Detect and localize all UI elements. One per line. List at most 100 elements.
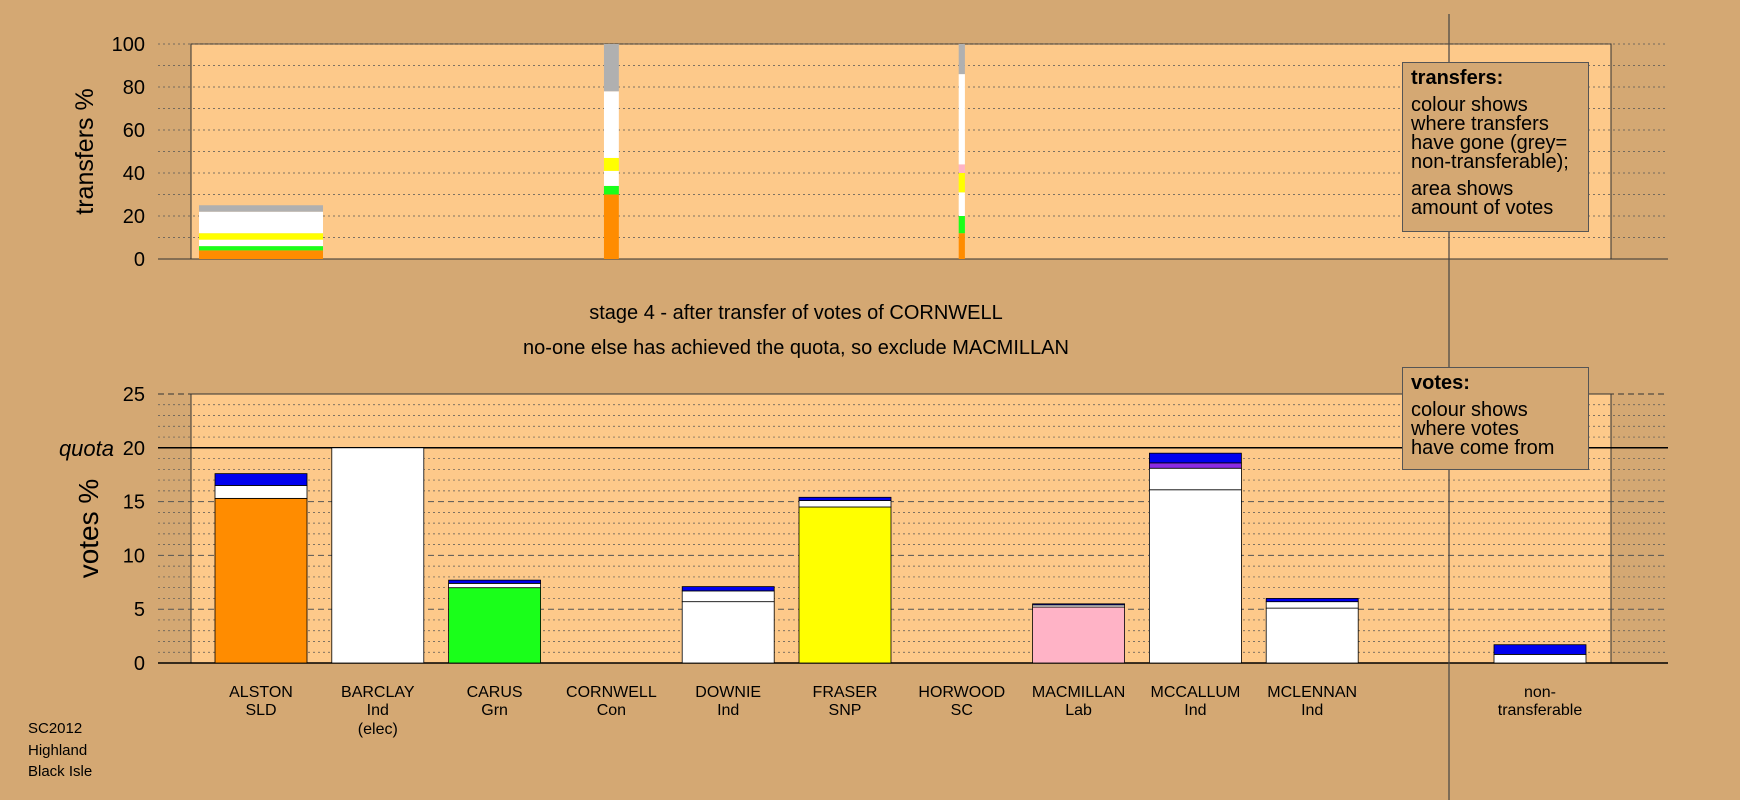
votes-tick-label: 20	[123, 438, 145, 460]
transfer-segment-pink	[958, 164, 965, 173]
vote-segment-white	[1265, 601, 1359, 609]
vote-segment-blue	[1265, 598, 1359, 603]
exclude-text: no-one else has achieved the quota, so e…	[523, 337, 1069, 359]
candidate-name-label: MCCALLUM	[1151, 684, 1241, 701]
transfers-tick-label: 100	[112, 34, 145, 56]
footer-election: SC2012	[28, 720, 83, 737]
candidate-name-label: FRASER	[813, 684, 878, 701]
candidate-party-label: transferable	[1498, 702, 1583, 719]
transfers-legend-line: have gone (grey=	[1411, 132, 1568, 154]
candidate-party-label: Ind	[1301, 702, 1323, 719]
vote-segment-white	[798, 500, 892, 508]
vote-segment-white	[331, 447, 425, 664]
vote-segment-orange	[214, 497, 308, 664]
candidate-name-label: CARUS	[467, 684, 523, 701]
transfers-tick-label: 60	[123, 120, 145, 142]
transfers-tick-label: 0	[134, 249, 145, 271]
votes-legend-title: votes:	[1411, 372, 1470, 394]
candidate-name-label: BARCLAY	[341, 684, 415, 701]
transfer-segment-yellow	[603, 157, 619, 171]
transfer-segment-orange	[199, 250, 323, 259]
votes-legend: votes: colour shows where votes have com…	[1402, 367, 1589, 470]
candidate-party-label: Con	[597, 702, 626, 719]
transfers-legend-line: non-transferable);	[1411, 151, 1569, 173]
transfer-segment-orange	[603, 194, 619, 259]
votes-tick-label: 5	[134, 599, 145, 621]
vote-segment-white	[1149, 467, 1242, 491]
transfers-legend-line: colour shows	[1411, 94, 1528, 116]
footer-info: SC2012 Highland Black Isle	[28, 718, 92, 783]
vote-segment-white	[1149, 489, 1242, 664]
vote-segment-white	[681, 590, 775, 603]
votes-legend-line: colour shows	[1411, 399, 1528, 421]
vote-segment-white	[1265, 607, 1359, 664]
candidate-party-label: Ind	[367, 702, 389, 719]
transfers-tick-label: 80	[123, 77, 145, 99]
transfers-tick-label: 20	[123, 206, 145, 228]
transfer-segment-white	[603, 170, 619, 186]
candidate-name-label: HORWOOD	[918, 684, 1005, 701]
transfers-legend: transfers: colour shows where transfers …	[1402, 62, 1589, 232]
transfer-segment-white	[603, 91, 619, 158]
footer-council: Highland	[28, 741, 88, 759]
vote-segment-blue	[681, 586, 775, 592]
candidate-name-label: CORNWELL	[566, 684, 657, 701]
vote-segment-yellow	[798, 506, 892, 664]
votes-legend-line: have come from	[1411, 437, 1555, 459]
votes-tick-label: 15	[123, 492, 145, 514]
candidate-party-label: Ind	[717, 702, 739, 719]
stage-text: stage 4 - after transfer of votes of COR…	[589, 302, 1003, 324]
votes-axis-label: votes %	[73, 479, 104, 579]
transfer-segment-white	[199, 239, 323, 247]
candidate-party-label: Grn	[481, 702, 508, 719]
candidate-name-label: MCLENNAN	[1267, 684, 1357, 701]
transfer-segment-yellow	[958, 173, 965, 193]
transfers-legend-title: transfers:	[1411, 67, 1504, 89]
transfers-legend-line: where transfers	[1411, 113, 1549, 135]
candidate-party-label: SLD	[245, 702, 276, 719]
transfers-legend-line: area shows	[1411, 178, 1514, 200]
vote-segment-purple	[1149, 462, 1242, 469]
vote-segment-blue	[448, 579, 542, 584]
candidate-party-label: SC	[951, 702, 973, 719]
candidate-name-label: ALSTON	[229, 684, 293, 701]
votes-tick-label: 25	[123, 384, 145, 406]
candidate-extra-label: (elec)	[358, 721, 398, 738]
transfer-segment-white	[958, 192, 965, 216]
vote-segment-blue	[798, 496, 892, 501]
transfer-segment-green	[603, 185, 619, 195]
vote-segment-white	[1493, 653, 1587, 664]
quota-label: quota	[59, 436, 114, 461]
transfer-segment-green	[199, 246, 323, 251]
transfers-tick-label: 40	[123, 163, 145, 185]
transfer-segment-white	[958, 74, 965, 165]
candidate-party-label: Lab	[1065, 702, 1092, 719]
vote-segment-blue	[1493, 644, 1587, 655]
transfer-segment-orange	[958, 233, 965, 259]
transfer-segment-green	[958, 216, 965, 234]
transfer-segment-grey	[603, 44, 619, 92]
vote-segment-white	[448, 582, 542, 589]
vote-segment-white	[214, 485, 308, 499]
votes-plot-area	[190, 393, 1612, 664]
candidate-party-label: SNP	[829, 702, 862, 719]
transfer-segment-white	[199, 211, 323, 234]
candidate-name-label: MACMILLAN	[1032, 684, 1125, 701]
vote-segment-blue	[1032, 603, 1125, 606]
vote-segment-white	[681, 601, 775, 664]
transfer-segment-yellow	[199, 233, 323, 240]
votes-legend-line: where votes	[1411, 418, 1519, 440]
candidate-party-label: Ind	[1184, 702, 1206, 719]
vote-segment-green	[448, 587, 542, 664]
votes-tick-label: 10	[123, 545, 145, 567]
vote-segment-blue	[214, 473, 308, 486]
candidate-name-label: non-	[1524, 684, 1556, 701]
footer-ward: Black Isle	[28, 763, 93, 780]
vote-segment-blue	[1149, 452, 1242, 464]
transfer-segment-grey	[199, 205, 323, 212]
transfer-segment-grey	[958, 44, 965, 75]
transfers-legend-line: amount of votes	[1411, 197, 1554, 219]
vote-segment-pink	[1032, 606, 1125, 664]
